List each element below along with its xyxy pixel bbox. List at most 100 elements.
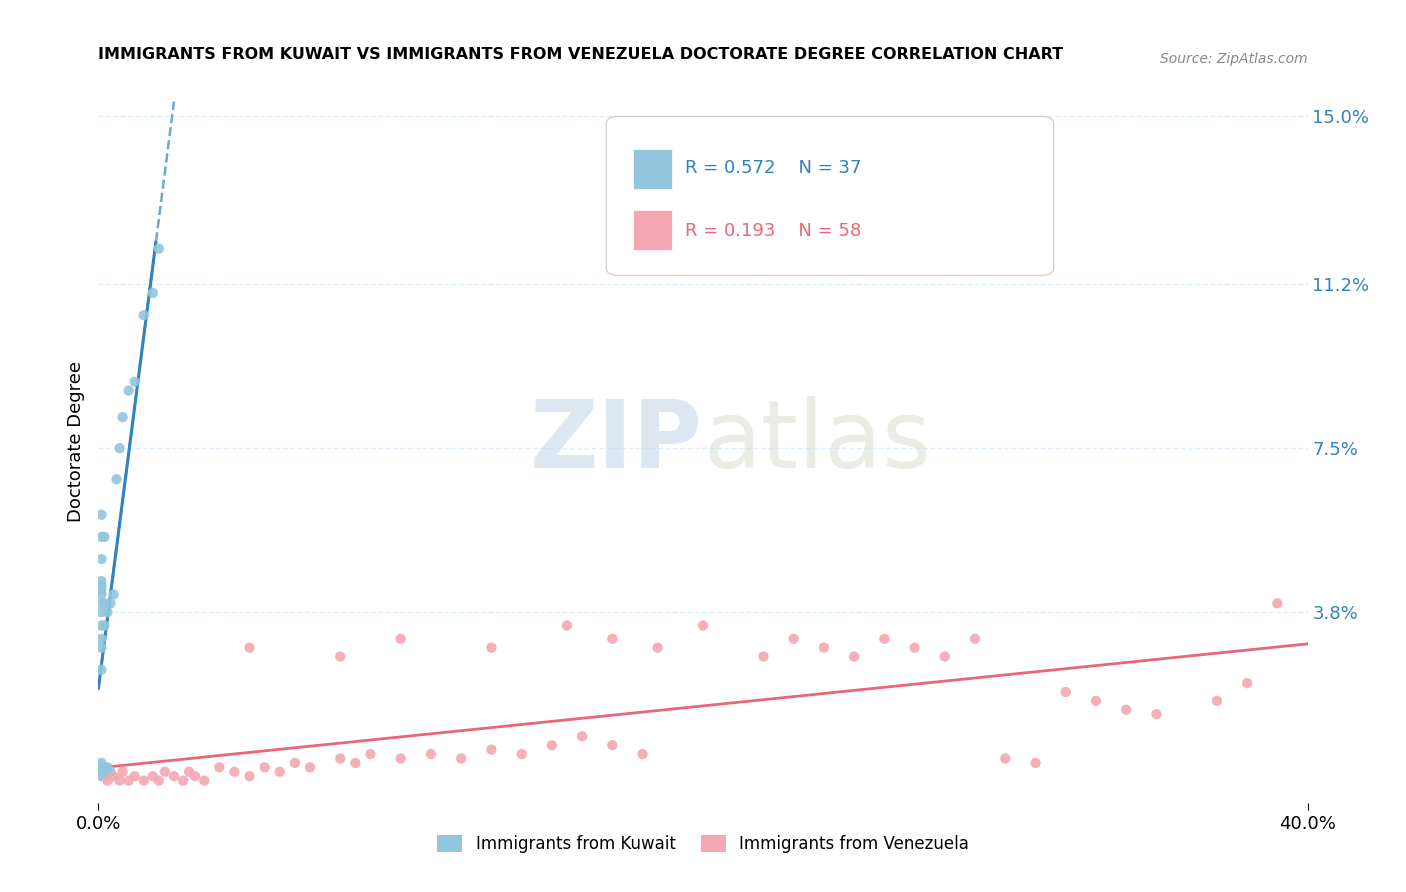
Point	[184, 769, 207, 783]
Point	[90, 574, 112, 589]
Legend: Immigrants from Kuwait, Immigrants from Venezuela: Immigrants from Kuwait, Immigrants from …	[430, 828, 976, 860]
Point	[90, 552, 112, 566]
Point	[90, 582, 112, 597]
Point	[103, 587, 125, 601]
Point	[602, 632, 624, 646]
Point	[90, 760, 112, 774]
Point	[224, 764, 246, 779]
Point	[389, 632, 412, 646]
Point	[90, 632, 112, 646]
Point	[142, 286, 165, 301]
Point	[118, 384, 141, 398]
Point	[90, 640, 112, 655]
Point	[179, 764, 201, 779]
Point	[132, 308, 155, 322]
Point	[1206, 694, 1229, 708]
Point	[994, 751, 1017, 765]
FancyBboxPatch shape	[633, 149, 672, 189]
Point	[90, 618, 112, 632]
Point	[602, 738, 624, 752]
Point	[329, 649, 352, 664]
Y-axis label: Doctorate Degree: Doctorate Degree	[66, 361, 84, 522]
Point	[90, 508, 112, 522]
FancyBboxPatch shape	[606, 117, 1053, 276]
Point	[239, 640, 262, 655]
Point	[1236, 676, 1258, 690]
Point	[111, 410, 134, 425]
Point	[90, 663, 112, 677]
Point	[172, 773, 194, 788]
Point	[108, 773, 131, 788]
Point	[344, 756, 367, 770]
Point	[124, 769, 146, 783]
Point	[90, 756, 112, 770]
Point	[193, 773, 215, 788]
Point	[103, 769, 125, 783]
Point	[148, 773, 170, 788]
Point	[93, 760, 115, 774]
Point	[118, 773, 141, 788]
Text: atlas: atlas	[703, 395, 931, 488]
Point	[100, 764, 122, 779]
Point	[153, 764, 176, 779]
Point	[96, 760, 118, 774]
Point	[284, 756, 307, 770]
Point	[124, 375, 146, 389]
Point	[163, 769, 186, 783]
Text: R = 0.572    N = 37: R = 0.572 N = 37	[685, 160, 862, 178]
Point	[873, 632, 896, 646]
Point	[481, 640, 503, 655]
Point	[783, 632, 806, 646]
Point	[269, 764, 291, 779]
Point	[1144, 707, 1167, 722]
Point	[540, 738, 562, 752]
Point	[93, 530, 115, 544]
Point	[93, 596, 115, 610]
Point	[481, 742, 503, 756]
Point	[90, 579, 112, 593]
Point	[571, 729, 593, 743]
Point	[1085, 694, 1108, 708]
Point	[329, 751, 352, 765]
Point	[239, 769, 262, 783]
Point	[555, 618, 578, 632]
Point	[510, 747, 533, 761]
Point	[844, 649, 866, 664]
Point	[90, 596, 112, 610]
Point	[111, 764, 134, 779]
FancyBboxPatch shape	[633, 211, 672, 250]
Point	[1024, 756, 1046, 770]
Point	[105, 472, 128, 486]
Point	[90, 587, 112, 601]
Text: Source: ZipAtlas.com: Source: ZipAtlas.com	[1160, 52, 1308, 66]
Point	[148, 242, 170, 256]
Point	[813, 640, 835, 655]
Point	[90, 530, 112, 544]
Point	[142, 769, 165, 783]
Point	[1267, 596, 1289, 610]
Point	[631, 747, 654, 761]
Point	[1054, 685, 1077, 699]
Point	[389, 751, 412, 765]
Point	[93, 769, 115, 783]
Point	[1115, 703, 1137, 717]
Point	[965, 632, 987, 646]
Point	[108, 441, 131, 455]
Text: R = 0.193    N = 58: R = 0.193 N = 58	[685, 221, 860, 240]
Point	[100, 596, 122, 610]
Point	[299, 760, 322, 774]
Point	[132, 773, 155, 788]
Point	[96, 605, 118, 619]
Point	[96, 773, 118, 788]
Point	[752, 649, 775, 664]
Point	[450, 751, 472, 765]
Text: IMMIGRANTS FROM KUWAIT VS IMMIGRANTS FROM VENEZUELA DOCTORATE DEGREE CORRELATION: IMMIGRANTS FROM KUWAIT VS IMMIGRANTS FRO…	[98, 47, 1063, 62]
Point	[93, 618, 115, 632]
Point	[692, 618, 714, 632]
Text: ZIP: ZIP	[530, 395, 703, 488]
Point	[647, 640, 669, 655]
Point	[93, 764, 115, 779]
Point	[96, 764, 118, 779]
Point	[90, 605, 112, 619]
Point	[208, 760, 231, 774]
